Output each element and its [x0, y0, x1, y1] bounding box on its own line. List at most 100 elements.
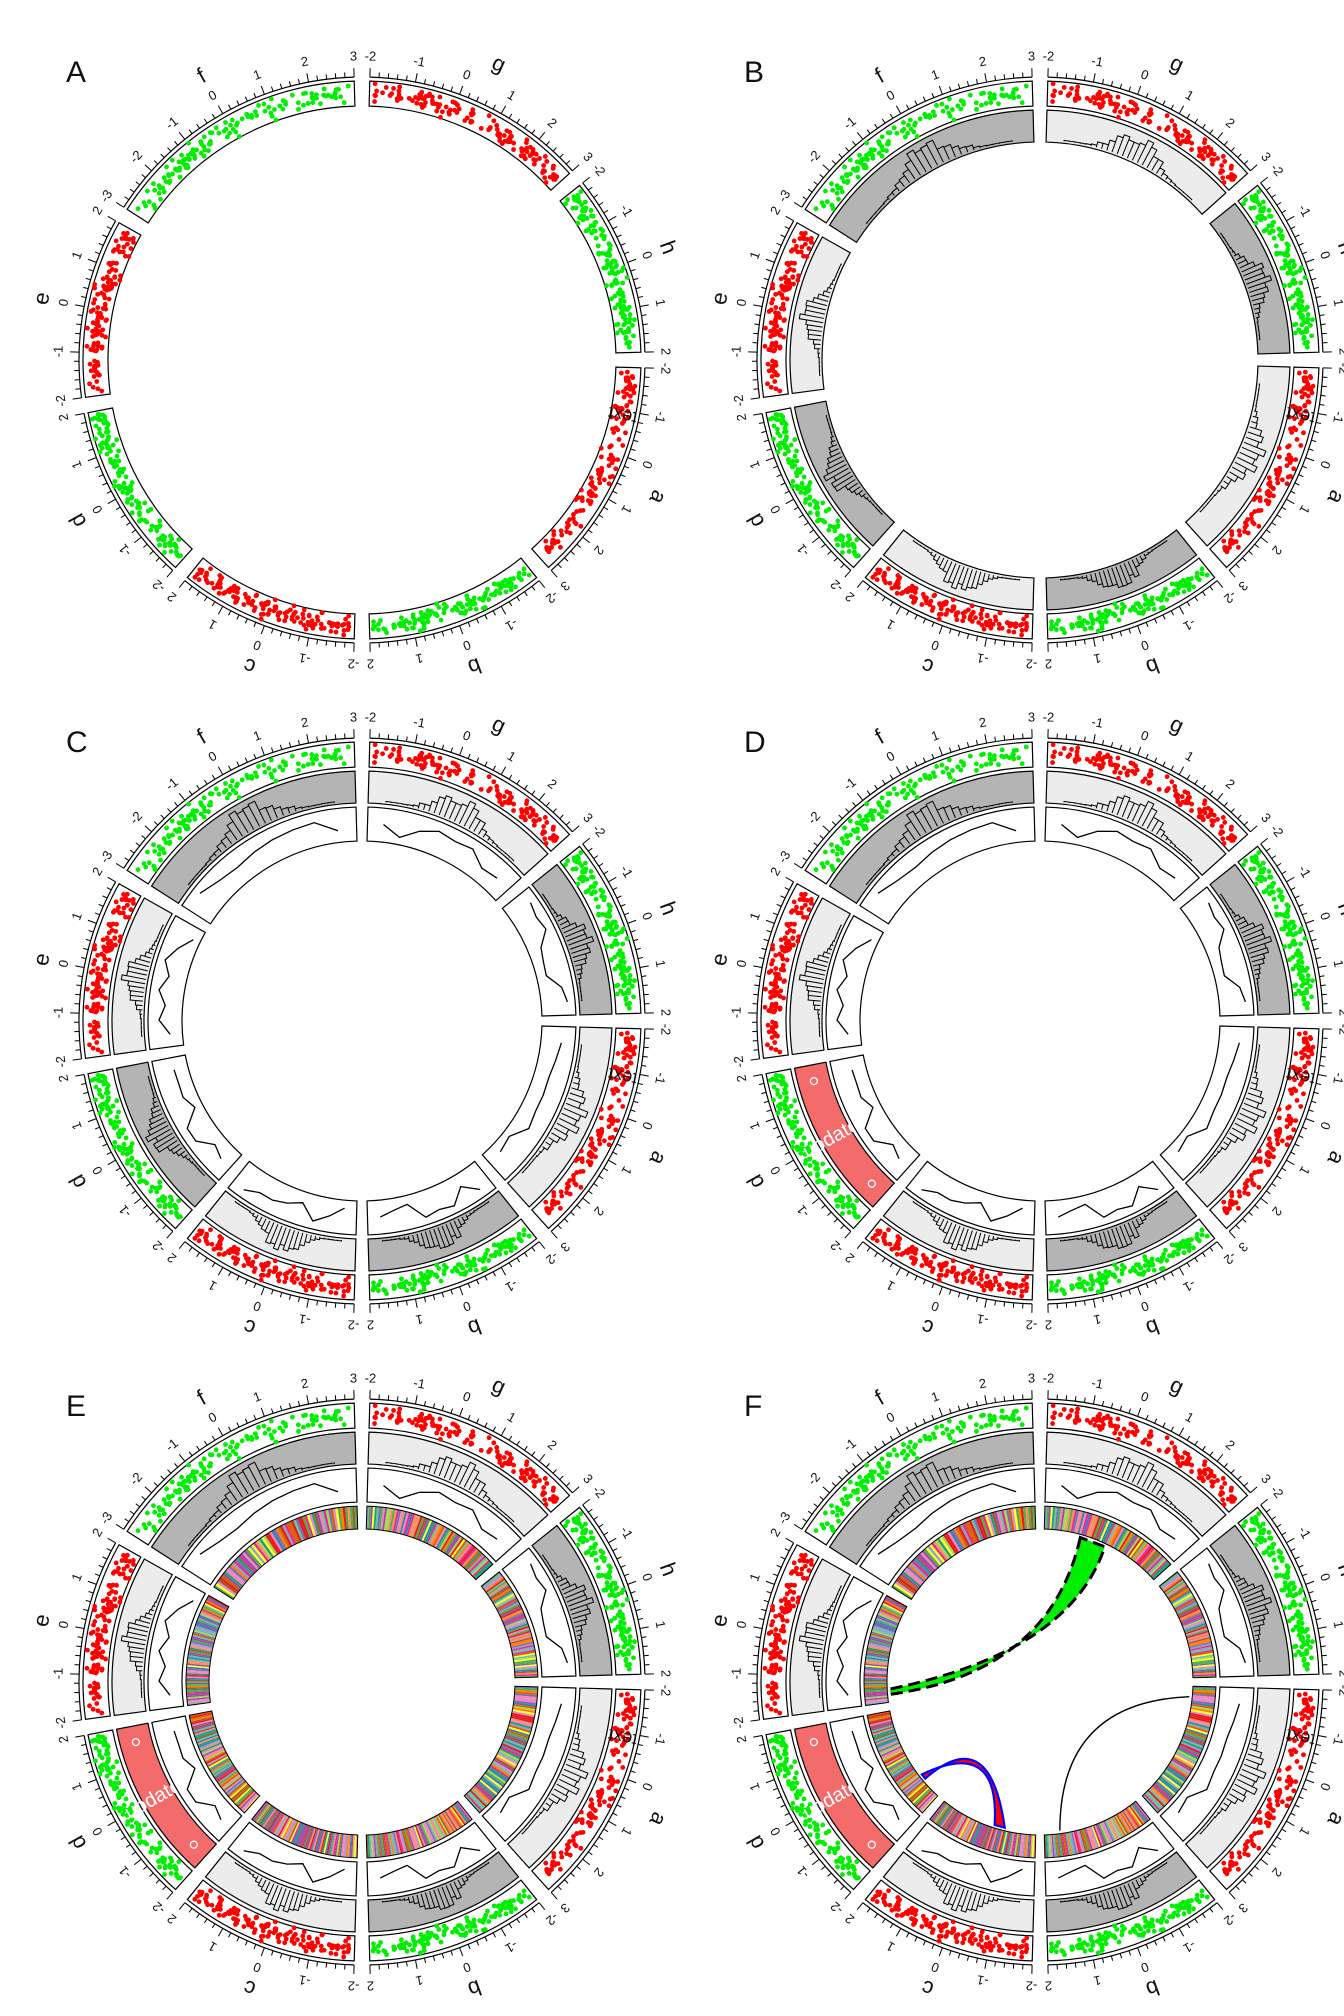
scatter-point — [372, 624, 378, 630]
minor-tick — [77, 975, 83, 978]
scatter-point — [1138, 604, 1144, 610]
scatter-point — [851, 545, 857, 550]
scatter-point — [123, 1135, 129, 1141]
scatter-point — [799, 231, 804, 236]
scatter-point — [877, 141, 882, 147]
minor-tick — [612, 887, 618, 891]
tick-label: -2 — [804, 147, 823, 166]
scatter-point — [318, 1282, 324, 1288]
scatter-point — [110, 260, 116, 266]
scatter-point — [467, 1267, 473, 1273]
scatter-point — [1288, 919, 1294, 925]
minor-tick — [124, 196, 130, 201]
scatter-point — [622, 313, 627, 319]
scatter-point — [1121, 765, 1127, 771]
scatter-point — [128, 907, 134, 912]
major-tick — [107, 876, 116, 883]
scatter-point — [1305, 1042, 1311, 1048]
histogram-bars — [912, 539, 1021, 591]
scatter-point — [91, 961, 96, 967]
scatter-point — [291, 1264, 297, 1270]
scatter-point — [161, 189, 167, 195]
minor-tick — [1320, 984, 1326, 987]
scatter-point — [1082, 1287, 1088, 1293]
scatter-point — [97, 311, 103, 317]
scatter-point — [266, 611, 271, 617]
scatter-point — [771, 1084, 777, 1090]
minor-tick — [1223, 802, 1228, 807]
minor-tick — [1298, 1135, 1304, 1139]
scatter-point — [1170, 591, 1175, 597]
scatter-point — [826, 527, 832, 533]
scatter-point — [1116, 617, 1122, 623]
scatter-point — [314, 614, 320, 620]
scatter-point — [95, 323, 101, 329]
tick-label: 1 — [505, 748, 519, 765]
scatter-point — [835, 518, 841, 524]
minor-tick — [88, 1109, 94, 1112]
major-tick — [217, 606, 224, 615]
scatter-point — [820, 517, 826, 523]
scatter-point — [100, 327, 106, 333]
scatter-point — [1097, 89, 1103, 95]
scatter-point — [1142, 602, 1148, 607]
scatter-point — [1284, 1124, 1290, 1130]
tick-label: -2 — [1026, 1317, 1038, 1332]
scatter-point — [1179, 133, 1185, 138]
scatter-point — [987, 91, 993, 96]
scatter-point — [289, 1277, 295, 1283]
tick-label: 1 — [1092, 1312, 1102, 1328]
minor-tick — [1311, 1100, 1317, 1104]
minor-tick — [1162, 100, 1166, 106]
scatter-point — [617, 287, 623, 292]
minor-tick — [780, 895, 786, 899]
scatter-point — [622, 974, 627, 980]
scatter-point — [374, 749, 380, 755]
scatter-point — [149, 1184, 155, 1190]
scatter-point — [1261, 205, 1267, 211]
scatter-point — [1128, 1268, 1133, 1274]
minor-tick — [1271, 1183, 1277, 1187]
scatter-point — [112, 936, 118, 941]
scatter-point — [169, 818, 175, 824]
minor-tick — [297, 739, 301, 746]
major-tick — [627, 258, 637, 263]
scatter-point — [262, 602, 268, 608]
scatter-point — [1284, 1142, 1290, 1148]
scatter-point — [511, 1237, 516, 1242]
minor-tick — [1170, 765, 1174, 771]
sector-label: b — [1143, 1314, 1163, 1342]
scatter-point — [606, 1124, 612, 1130]
major-tick — [115, 201, 125, 208]
minor-tick — [819, 174, 824, 179]
axis-arc — [369, 76, 573, 172]
scatter-point — [541, 824, 547, 829]
scatter-point — [902, 134, 908, 140]
tick-label: 0 — [929, 1298, 941, 1315]
scatter-point — [1290, 305, 1296, 311]
scatter-point — [396, 753, 402, 759]
scatter-point — [376, 627, 381, 633]
minor-tick — [120, 514, 126, 519]
minor-tick — [102, 1143, 108, 1147]
scatter-point — [462, 611, 468, 616]
scatter-point — [602, 912, 608, 918]
major-tick — [1286, 215, 1295, 222]
minor-tick — [316, 75, 319, 81]
scatter-point — [266, 104, 272, 110]
minor-tick — [405, 75, 408, 81]
minor-tick — [253, 1283, 257, 1289]
scatter-point — [524, 801, 529, 807]
scatter-point — [813, 206, 819, 212]
scatter-point — [794, 243, 799, 249]
scatter-point — [301, 1268, 307, 1274]
scatter-point — [289, 753, 295, 759]
scatter-point — [486, 774, 492, 780]
scatter-point — [121, 244, 127, 250]
scatter-point — [253, 593, 259, 599]
scatter-point — [216, 590, 222, 596]
scatter-point — [209, 791, 215, 797]
scatter-point — [1255, 215, 1261, 221]
tick-label: 3 — [558, 1239, 573, 1255]
